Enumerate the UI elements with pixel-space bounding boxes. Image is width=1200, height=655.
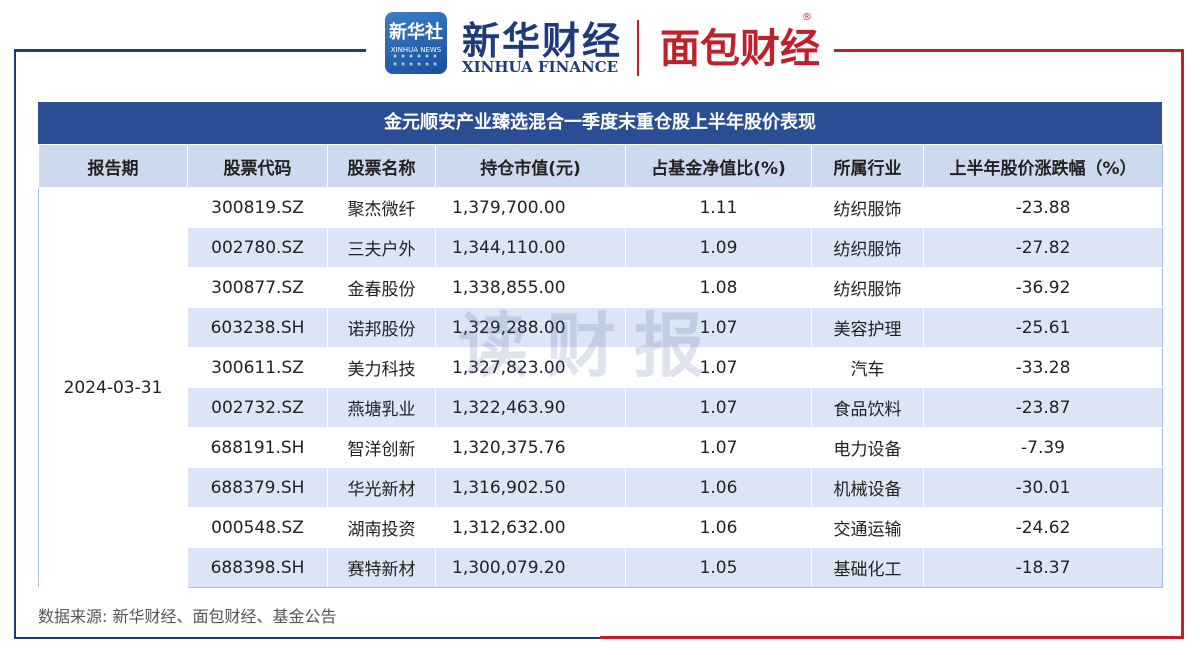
table-row: 2024-03-31 300819.SZ 聚杰微纤 1,379,700.00 1.11 纺… xyxy=(38,187,1163,588)
table-row: 688191.SH 智洋创新 1,320,375.76 1.07 电力设备 -7.39 xyxy=(39,427,1163,468)
cell-value: 1,379,700.00 xyxy=(435,187,626,228)
cell-pct: 1.06 xyxy=(625,467,812,508)
logo-divider xyxy=(637,20,639,76)
cell-industry: 机械设备 xyxy=(811,467,924,508)
cell-change: -18.37 xyxy=(923,547,1163,588)
col-header-nav-ratio: 占基金净值比(%) xyxy=(625,144,812,188)
cell-code: 300819.SZ xyxy=(187,187,328,228)
cell-industry: 电力设备 xyxy=(811,427,924,468)
cell-code: 603238.SH xyxy=(187,307,328,348)
frame-bottom-right-line xyxy=(600,636,1184,639)
xinhua-finance-title: 新华财经 xyxy=(462,18,623,63)
cell-value: 1,312,632.00 xyxy=(435,507,626,548)
col-header-price-change: 上半年股价涨跌幅（%） xyxy=(923,144,1163,188)
table-header-row: 报告期 股票代码 股票名称 持仓市值(元) 占基金净值比(%) 所属行业 上半年… xyxy=(38,144,1163,188)
cell-value: 1,344,110.00 xyxy=(435,227,626,268)
table-row: 688398.SH 赛特新材 1,300,079.20 1.05 基础化工 -18.37 xyxy=(39,547,1163,588)
frame-top-right-line xyxy=(834,49,1184,52)
data-source-note: 数据来源: 新华财经、面包财经、基金公告 xyxy=(38,607,337,626)
cell-code: 300877.SZ xyxy=(187,267,328,308)
xinhua-news-logo: 新华社 XINHUA NEWS xyxy=(385,12,447,74)
col-header-industry: 所属行业 xyxy=(811,144,924,188)
cell-name: 美力科技 xyxy=(327,347,436,388)
table-row: 688379.SH 华光新材 1,316,902.50 1.06 机械设备 -30.01 xyxy=(39,467,1163,508)
watermark: 读财报 xyxy=(458,305,722,387)
cell-change: -33.28 xyxy=(923,347,1163,388)
cell-pct: 1.11 xyxy=(625,187,812,228)
cell-code: 688379.SH xyxy=(187,467,328,508)
table-row: 002732.SZ 燕塘乳业 1,322,463.90 1.07 食品饮料 -23.87 xyxy=(39,387,1163,428)
cell-name: 智洋创新 xyxy=(327,427,436,468)
cell-value: 1,327,823.00 xyxy=(435,347,626,388)
col-header-market-value: 持仓市值(元) xyxy=(435,144,626,188)
report-date-cell: 2024-03-31 xyxy=(38,187,188,588)
cell-code: 002732.SZ xyxy=(187,387,328,428)
cell-change: -7.39 xyxy=(923,427,1163,468)
cell-industry: 交通运输 xyxy=(811,507,924,548)
cell-name: 湖南投资 xyxy=(327,507,436,548)
cell-value: 1,320,375.76 xyxy=(435,427,626,468)
table-body: 2024-03-31 300819.SZ 聚杰微纤 1,379,700.00 1.11 纺… xyxy=(38,187,1163,588)
holdings-table: 报告期 股票代码 股票名称 持仓市值(元) 占基金净值比(%) 所属行业 上半年… xyxy=(38,144,1163,588)
table-row: 002780.SZ 三夫户外 1,344,110.00 1.09 纺织服饰 -27.82 xyxy=(39,227,1163,268)
cell-pct: 1.07 xyxy=(625,347,812,388)
cell-industry: 美容护理 xyxy=(811,307,924,348)
cell-industry: 汽车 xyxy=(811,347,924,388)
xinhua-logo-text: 新华社 xyxy=(389,22,443,43)
cell-pct: 1.09 xyxy=(625,227,812,268)
mianbao-finance-logo: 面包财经 xyxy=(660,26,820,72)
cell-pct: 1.05 xyxy=(625,547,812,588)
cell-code: 688398.SH xyxy=(187,547,328,588)
cell-value: 1,329,288.00 xyxy=(435,307,626,348)
cell-change: -23.87 xyxy=(923,387,1163,428)
cell-name: 燕塘乳业 xyxy=(327,387,436,428)
cell-name: 三夫户外 xyxy=(327,227,436,268)
cell-name: 赛特新材 xyxy=(327,547,436,588)
cell-change: -24.62 xyxy=(923,507,1163,548)
cell-industry: 纺织服饰 xyxy=(811,267,924,308)
cell-value: 1,322,463.90 xyxy=(435,387,626,428)
cell-pct: 1.06 xyxy=(625,507,812,548)
cell-code: 002780.SZ xyxy=(187,227,328,268)
xinhua-finance-subtitle: XINHUA FINANCE xyxy=(462,58,619,76)
cell-name: 金春股份 xyxy=(327,267,436,308)
col-header-stock-name: 股票名称 xyxy=(327,144,436,188)
table-title: 金元顺安产业臻选混合一季度末重仓股上半年股价表现 xyxy=(38,102,1162,144)
cell-code: 000548.SZ xyxy=(187,507,328,548)
cell-industry: 食品饮料 xyxy=(811,387,924,428)
cell-change: -36.92 xyxy=(923,267,1163,308)
cell-pct: 1.07 xyxy=(625,427,812,468)
cell-value: 1,316,902.50 xyxy=(435,467,626,508)
cell-value: 1,300,079.20 xyxy=(435,547,626,588)
table-row: 000548.SZ 湖南投资 1,312,632.00 1.06 交通运输 -24.62 xyxy=(39,507,1163,548)
cell-name: 聚杰微纤 xyxy=(327,187,436,228)
cell-name: 诺邦股份 xyxy=(327,307,436,348)
cell-code: 300611.SZ xyxy=(187,347,328,388)
cell-change: -27.82 xyxy=(923,227,1163,268)
cell-industry: 基础化工 xyxy=(811,547,924,588)
cell-change: -30.01 xyxy=(923,467,1163,508)
cell-change: -25.61 xyxy=(923,307,1163,348)
xinhua-logo-subtext: XINHUA NEWS xyxy=(390,46,442,54)
registered-mark: ® xyxy=(802,12,812,23)
cell-change: -23.88 xyxy=(923,187,1163,228)
cell-pct: 1.07 xyxy=(625,307,812,348)
cell-value: 1,338,855.00 xyxy=(435,267,626,308)
cell-industry: 纺织服饰 xyxy=(811,227,924,268)
table-row: 300611.SZ 美力科技 1,327,823.00 1.07 汽车 -33.28 xyxy=(39,347,1163,388)
cell-industry: 纺织服饰 xyxy=(811,187,924,228)
col-header-report-period: 报告期 xyxy=(38,144,188,188)
cell-code: 688191.SH xyxy=(187,427,328,468)
table-row: 300877.SZ 金春股份 1,338,855.00 1.08 纺织服饰 -36.92 xyxy=(39,267,1163,308)
frame-right-line xyxy=(1181,49,1184,639)
col-header-stock-code: 股票代码 xyxy=(187,144,328,188)
cell-pct: 1.07 xyxy=(625,387,812,428)
cell-name: 华光新材 xyxy=(327,467,436,508)
frame-top-left-line xyxy=(14,49,366,52)
globe-dots-icon xyxy=(391,52,441,68)
holdings-table-container: 金元顺安产业臻选混合一季度末重仓股上半年股价表现 报告期 股票代码 股票名称 持… xyxy=(38,102,1163,588)
